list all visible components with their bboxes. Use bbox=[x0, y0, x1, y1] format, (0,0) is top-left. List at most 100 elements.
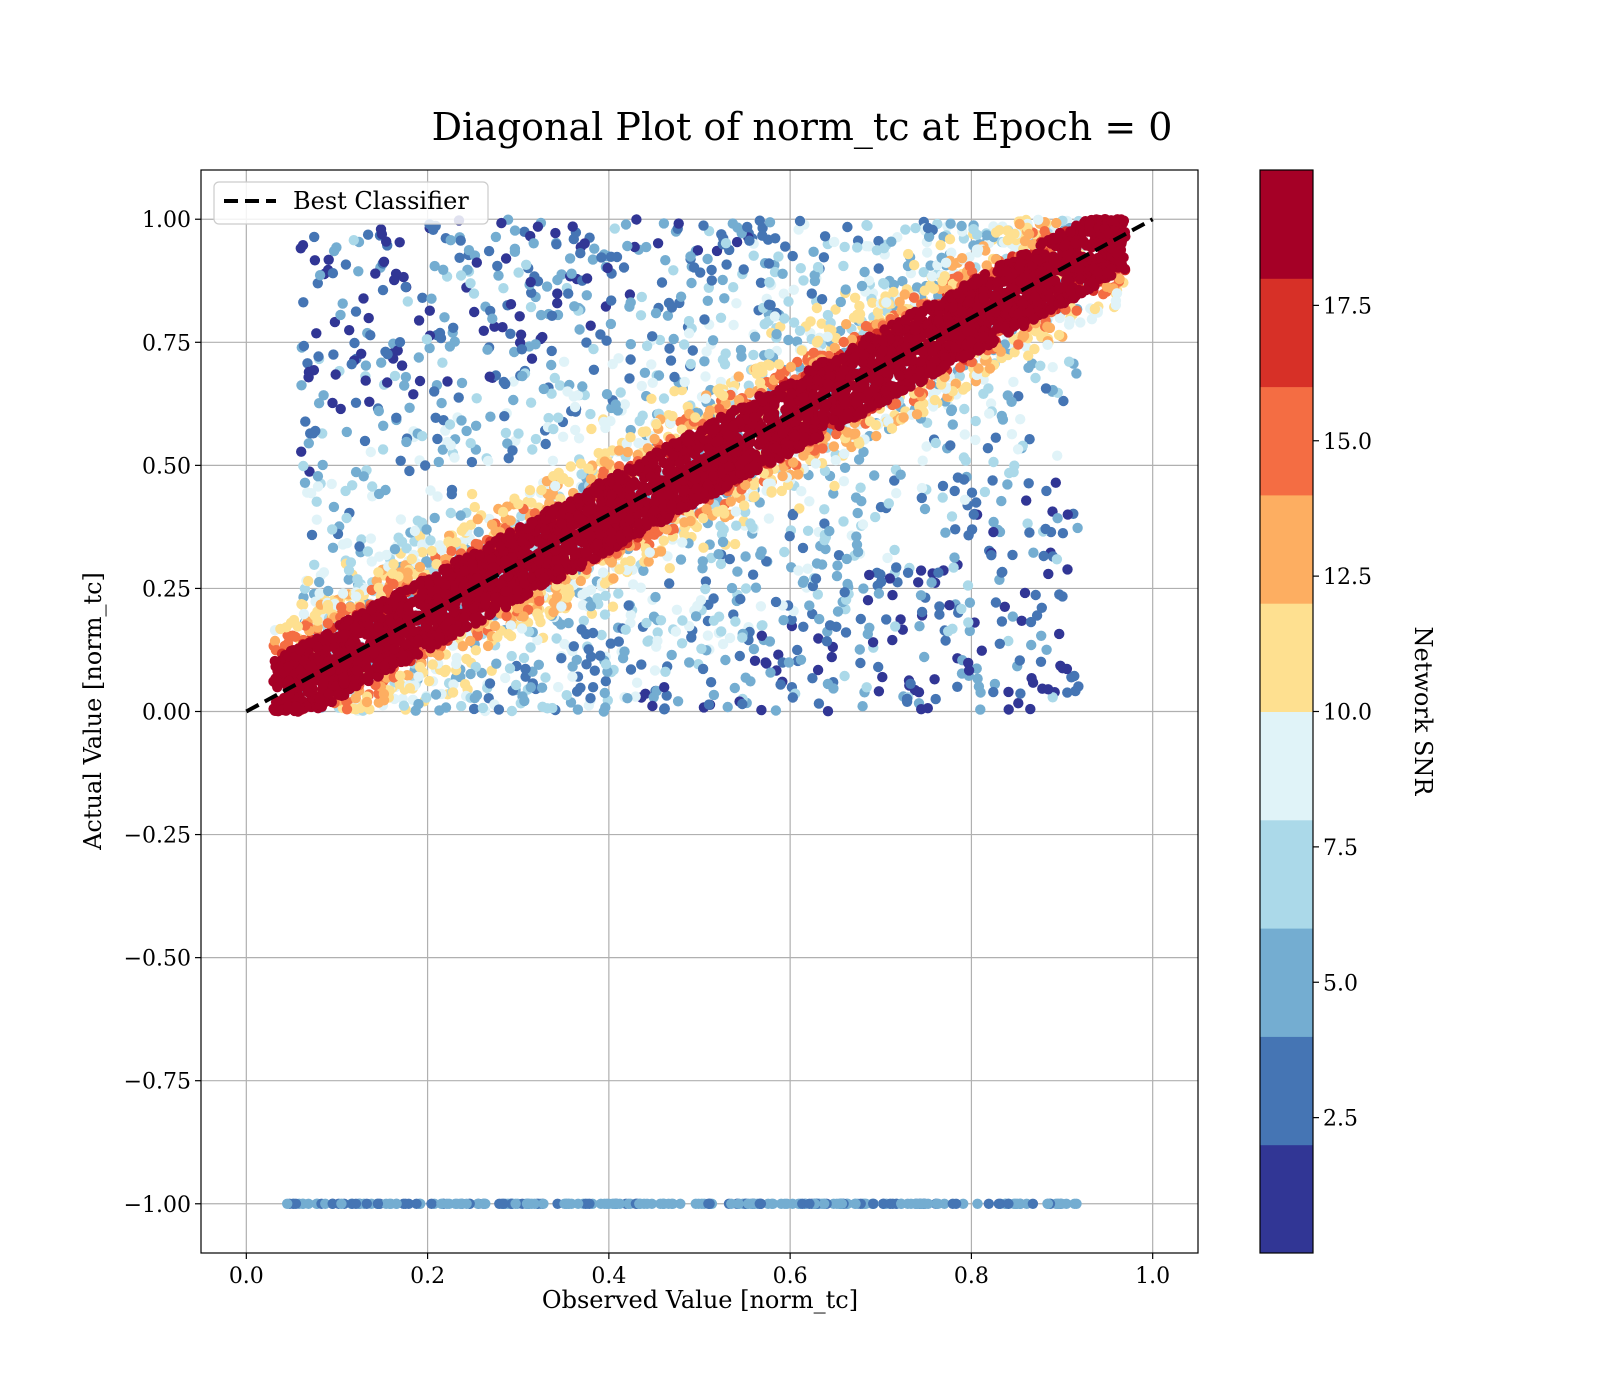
scatter-point bbox=[548, 471, 559, 482]
scatter-point bbox=[434, 650, 445, 661]
scatter-point bbox=[673, 218, 684, 229]
scatter-point bbox=[764, 636, 776, 647]
scatter-point bbox=[971, 497, 982, 508]
scatter-point bbox=[749, 655, 761, 666]
scatter-point bbox=[1015, 688, 1026, 699]
scatter-point bbox=[587, 682, 599, 693]
scatter-point bbox=[760, 657, 771, 668]
scatter-point bbox=[706, 275, 717, 286]
scatter-point bbox=[441, 1198, 453, 1210]
scatter-point bbox=[468, 703, 480, 715]
scatter-point bbox=[839, 448, 850, 459]
scatter-point bbox=[509, 225, 521, 236]
scatter-point bbox=[300, 416, 311, 427]
scatter-point bbox=[1057, 591, 1068, 602]
scatter-point bbox=[679, 376, 690, 388]
scatter-point bbox=[970, 415, 981, 427]
scatter-point bbox=[696, 643, 707, 654]
scatter-point bbox=[964, 597, 976, 608]
scatter-point bbox=[1022, 350, 1034, 361]
scatter-point bbox=[990, 432, 1001, 443]
scatter-point bbox=[1007, 611, 1018, 622]
scatter-point bbox=[935, 240, 946, 251]
scatter-point bbox=[916, 492, 927, 504]
scatter-point bbox=[715, 558, 727, 570]
scatter-point bbox=[620, 219, 632, 230]
scatter-point bbox=[852, 507, 863, 519]
scatter-point bbox=[585, 693, 596, 704]
scatter-point bbox=[1028, 547, 1039, 558]
scatter-point bbox=[956, 603, 967, 615]
scatter-point bbox=[500, 427, 512, 439]
scatter-point bbox=[816, 318, 827, 329]
scatter-point bbox=[701, 503, 712, 515]
scatter-point bbox=[816, 294, 828, 305]
scatter-point bbox=[370, 268, 381, 279]
scatter-point bbox=[745, 518, 756, 529]
scatter-point bbox=[505, 515, 516, 526]
scatter-point bbox=[1006, 429, 1018, 440]
scatter-point bbox=[652, 238, 664, 249]
scatter-point bbox=[828, 683, 839, 694]
scatter-point bbox=[832, 606, 844, 617]
scatter-point bbox=[563, 476, 574, 488]
scatter-point bbox=[813, 698, 825, 709]
scatter-point bbox=[787, 250, 798, 262]
scatter-point bbox=[450, 537, 462, 548]
scatter-point bbox=[646, 359, 657, 370]
scatter-point bbox=[482, 455, 494, 467]
scatter-point bbox=[501, 610, 512, 622]
scatter-point bbox=[378, 695, 390, 706]
scatter-point bbox=[514, 311, 525, 322]
scatter-point bbox=[700, 393, 711, 404]
scatter-point bbox=[483, 245, 495, 257]
scatter-point bbox=[976, 645, 987, 656]
scatter-point bbox=[981, 230, 993, 241]
scatter-point bbox=[322, 618, 333, 629]
scatter-point bbox=[802, 563, 813, 574]
scatter-point bbox=[811, 302, 823, 314]
scatter-point bbox=[437, 444, 448, 455]
scatter-point bbox=[624, 373, 635, 384]
scatter-point bbox=[299, 477, 311, 488]
scatter-point bbox=[810, 458, 821, 469]
scatter-point bbox=[493, 270, 504, 281]
scatter-point bbox=[930, 693, 941, 705]
scatter-point bbox=[1069, 1198, 1080, 1210]
scatter-point bbox=[666, 649, 677, 661]
scatter-point bbox=[327, 524, 338, 535]
scatter-point bbox=[436, 397, 447, 409]
scatter-point bbox=[981, 260, 992, 271]
scatter-point bbox=[498, 283, 509, 294]
scatter-point bbox=[755, 277, 767, 288]
scatter-point bbox=[414, 375, 426, 387]
scatter-point bbox=[838, 476, 850, 487]
scatter-point bbox=[532, 634, 543, 646]
scatter-point bbox=[882, 552, 893, 564]
scatter-point bbox=[536, 682, 548, 693]
scatter-point bbox=[530, 433, 542, 445]
scatter-point bbox=[634, 1198, 645, 1210]
scatter-point bbox=[506, 650, 517, 662]
scatter-point bbox=[908, 292, 920, 303]
chart-title: Diagonal Plot of norm_tc at Epoch = 0 bbox=[432, 105, 1173, 150]
scatter-point bbox=[500, 672, 511, 684]
scatter-point bbox=[610, 399, 621, 410]
scatter-point bbox=[509, 243, 521, 254]
scatter-point bbox=[794, 503, 805, 514]
scatter-point bbox=[952, 472, 964, 483]
scatter-point bbox=[952, 681, 963, 692]
scatter-point bbox=[1043, 568, 1054, 580]
scatter-point bbox=[698, 542, 709, 553]
scatter-point bbox=[1035, 360, 1046, 371]
scatter-point bbox=[1063, 319, 1075, 330]
scatter-point bbox=[928, 283, 940, 294]
scatter-point bbox=[382, 377, 393, 388]
scatter-point bbox=[398, 700, 410, 711]
scatter-point bbox=[588, 364, 600, 375]
scatter-point bbox=[849, 292, 861, 303]
scatter-point bbox=[353, 266, 364, 277]
scatter-point bbox=[793, 565, 804, 576]
scatter-point bbox=[417, 292, 428, 303]
